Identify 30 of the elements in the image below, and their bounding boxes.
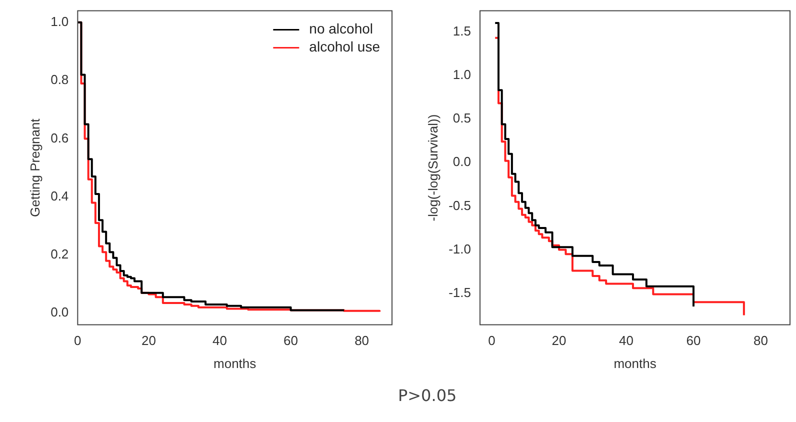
y-tick-label: -1.5 — [448, 284, 471, 300]
x-tick-label: 40 — [212, 333, 227, 348]
legend-label: no alcohol — [309, 20, 373, 37]
y-tick-label: 1.5 — [452, 23, 471, 38]
x-axis-title: months — [214, 356, 257, 371]
x-tick-label: 60 — [686, 333, 701, 348]
y-tick-label: 1.0 — [452, 66, 471, 82]
y-tick-label: 0.8 — [50, 72, 69, 88]
y-tick-label: 0.4 — [50, 188, 69, 204]
x-axis-title: months — [614, 356, 657, 371]
y-axis-title: Getting Pregnant — [27, 118, 42, 217]
y-axis-title: -log(-log(Survival)) — [425, 114, 440, 222]
y-tick-label: 0.6 — [50, 130, 69, 146]
x-tick-label: 0 — [488, 333, 496, 348]
x-tick-label: 20 — [141, 333, 156, 348]
x-tick-label: 20 — [552, 333, 566, 348]
x-tick-label: 60 — [284, 333, 298, 348]
x-tick-label: 80 — [354, 333, 370, 348]
text: P>0.05 — [398, 386, 457, 405]
x-tick-label: 0 — [74, 333, 82, 348]
y-tick-label: 0.0 — [452, 154, 471, 170]
y-tick-label: 0.2 — [50, 246, 69, 262]
y-tick-label: 0.5 — [452, 110, 471, 126]
y-tick-label: -1.0 — [448, 241, 471, 256]
legend-label: alcohol use — [309, 38, 380, 55]
x-tick-label: 40 — [619, 333, 634, 348]
y-tick-label: -0.5 — [448, 198, 471, 213]
y-tick-label: 1.0 — [50, 14, 69, 30]
x-tick-label: 80 — [754, 333, 768, 348]
y-tick-label: 0.0 — [50, 304, 69, 320]
